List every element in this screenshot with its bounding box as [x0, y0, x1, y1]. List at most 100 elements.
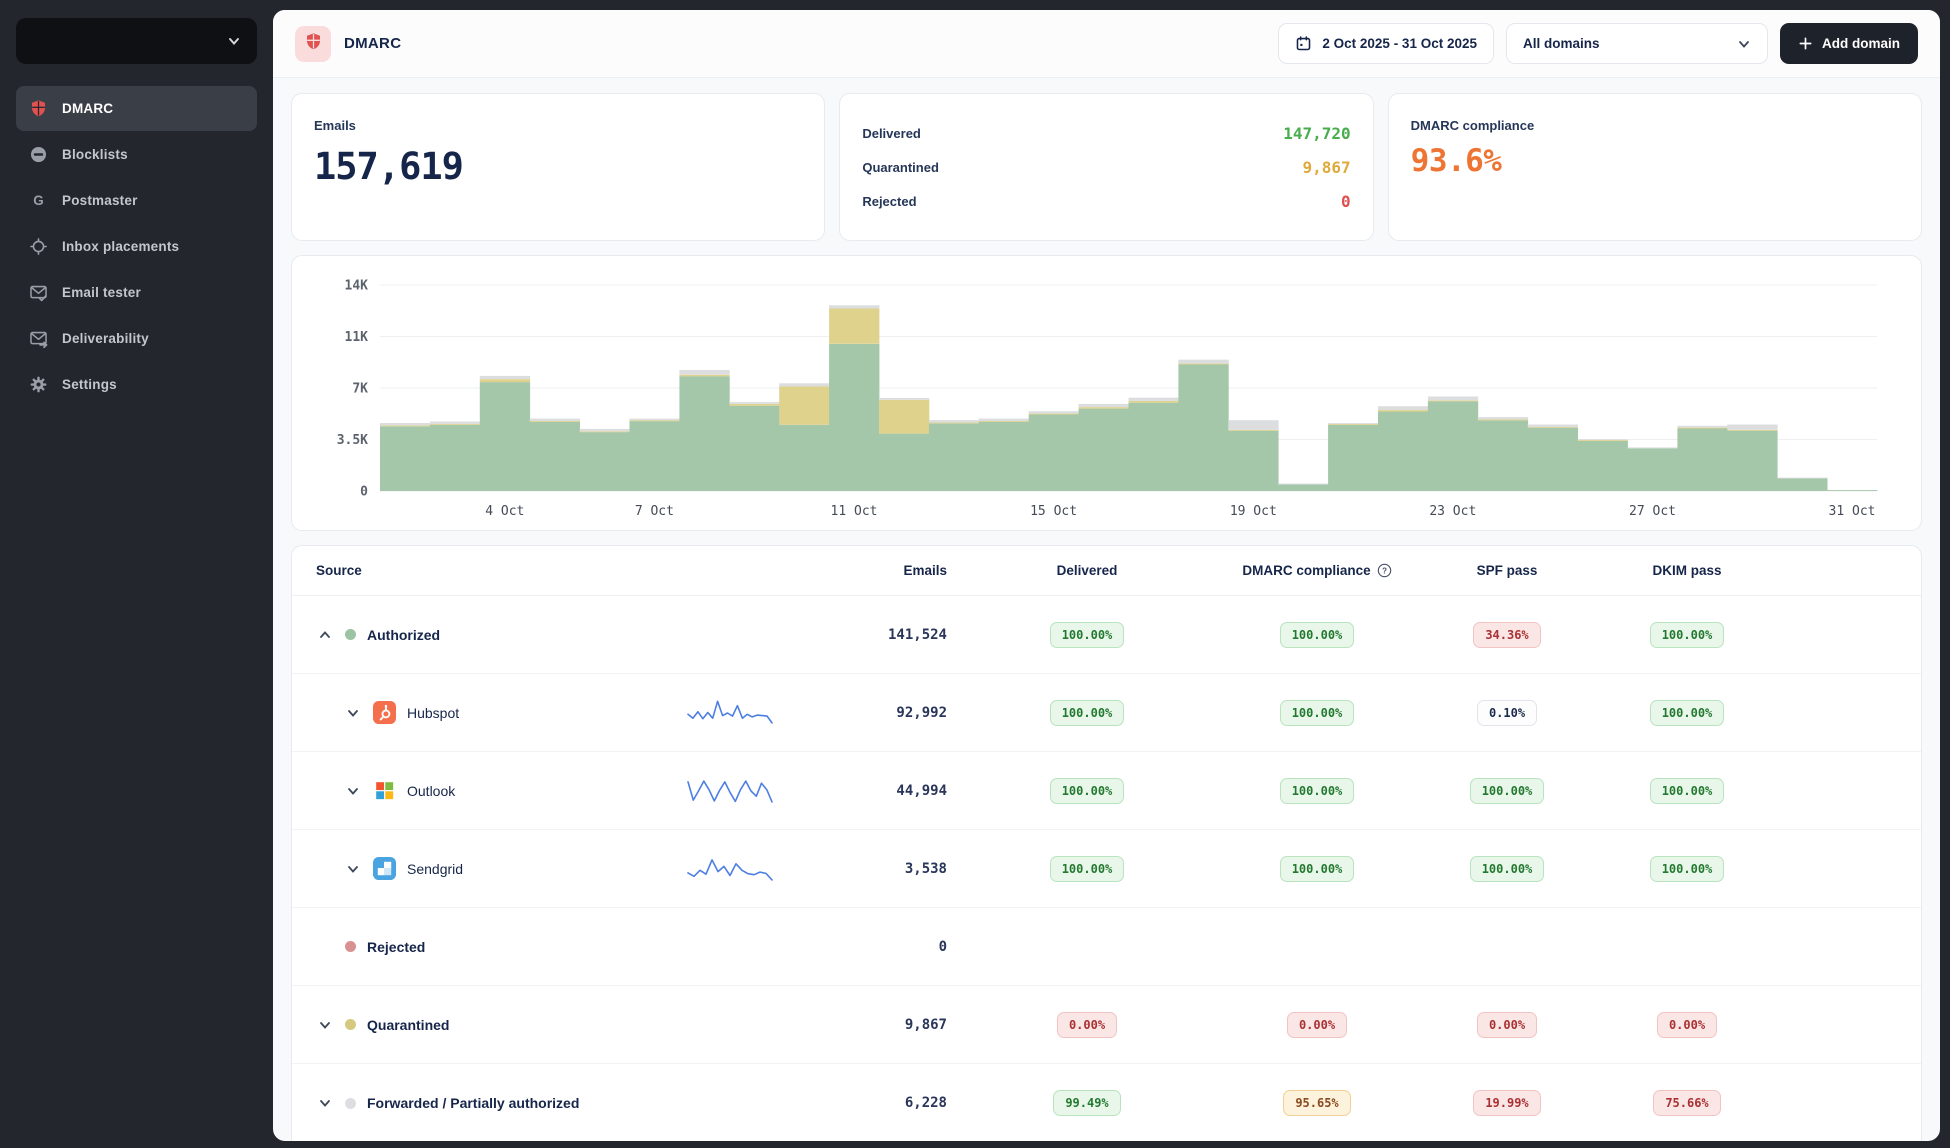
sidebar: DMARC Blocklists GPostmaster Inbox placemen…: [0, 0, 273, 1148]
svg-text:?: ?: [1382, 566, 1387, 575]
rejected-value: 0: [1341, 192, 1351, 211]
col-spf-pass: SPF pass: [1417, 563, 1597, 578]
svg-text:0: 0: [360, 485, 368, 500]
volume-chart-card: 03.5K7K11K14K4 Oct7 Oct11 Oct15 Oct19 Oc…: [291, 255, 1922, 531]
date-range-value: 2 Oct 2025 - 31 Oct 2025: [1322, 36, 1477, 51]
sources-table: Source Emails Delivered DMARC compliance…: [291, 545, 1922, 1141]
quarantined-status-dot: [345, 1019, 356, 1030]
delivered-badge: 0.00%: [1057, 1012, 1117, 1038]
sidebar-item-email-tester[interactable]: Email tester: [16, 270, 257, 315]
delivered-badge: 100.00%: [1050, 700, 1125, 726]
dmarc-compliance-badge: 100.00%: [1280, 856, 1355, 882]
source-name: Authorized: [367, 627, 440, 643]
svg-text:27 Oct: 27 Oct: [1629, 504, 1676, 519]
expand-chevron-down-icon[interactable]: [344, 782, 362, 800]
table-header-row: Source Emails Delivered DMARC compliance…: [292, 546, 1921, 596]
emails-value: 44,994: [797, 783, 957, 799]
dkim-pass-badge: 100.00%: [1650, 622, 1725, 648]
blocked-circle-icon: [28, 144, 49, 165]
dkim-pass-badge: 100.00%: [1650, 778, 1725, 804]
sidebar-item-deliverability[interactable]: Deliverability: [16, 316, 257, 361]
dmarc-shield-icon: [295, 26, 331, 62]
sparkline: [684, 773, 776, 809]
spf-pass-badge: 100.00%: [1470, 778, 1545, 804]
gear-icon: [28, 374, 49, 395]
sidebar-item-label: Blocklists: [62, 147, 128, 162]
dmarc-compliance-badge: 100.00%: [1280, 700, 1355, 726]
sidebar-item-inbox-placements[interactable]: Inbox placements: [16, 224, 257, 269]
authorized-status-dot: [345, 629, 356, 640]
collapse-chevron-up-icon[interactable]: [316, 626, 334, 644]
svg-text:19 Oct: 19 Oct: [1230, 504, 1277, 519]
svg-text:G: G: [33, 193, 44, 208]
table-row-quarantined[interactable]: Quarantined9,8670.00%0.00%0.00%0.00%: [292, 986, 1921, 1064]
expand-chevron-down-icon[interactable]: [344, 860, 362, 878]
table-row-hubspot[interactable]: Hubspot92,992100.00%100.00%0.10%100.00%: [292, 674, 1921, 752]
dkim-pass-badge: 75.66%: [1653, 1090, 1720, 1116]
delivery-breakdown-card: Delivered 147,720 Quarantined 9,867 Reje…: [839, 93, 1373, 241]
source-name: Sendgrid: [407, 861, 463, 877]
table-row-outlook[interactable]: Outlook44,994100.00%100.00%100.00%100.00…: [292, 752, 1921, 830]
chevron-down-icon: [227, 34, 241, 48]
sidebar-item-blocklists[interactable]: Blocklists: [16, 132, 257, 177]
breakdown-row-delivered: Delivered 147,720: [862, 124, 1350, 143]
page-title: DMARC: [344, 35, 401, 52]
compliance-value: 93.6%: [1411, 143, 1899, 179]
sidebar-item-postmaster[interactable]: GPostmaster: [16, 178, 257, 223]
chevron-down-icon: [1737, 37, 1751, 51]
sidebar-item-dmarc[interactable]: DMARC: [16, 86, 257, 131]
envelope-check-icon: [28, 282, 49, 303]
delivered-badge: 100.00%: [1050, 778, 1125, 804]
plus-icon: [1798, 36, 1813, 51]
svg-text:7K: 7K: [352, 382, 368, 397]
sidebar-item-label: Deliverability: [62, 331, 149, 346]
svg-text:7 Oct: 7 Oct: [635, 504, 674, 519]
table-row-forwarded-partially-authorized[interactable]: Forwarded / Partially authorized6,22899.…: [292, 1064, 1921, 1141]
domain-filter-select[interactable]: All domains: [1506, 23, 1768, 64]
dmarc-compliance-badge: 0.00%: [1287, 1012, 1347, 1038]
dkim-pass-badge: 0.00%: [1657, 1012, 1717, 1038]
col-emails: Emails: [797, 563, 957, 578]
dkim-pass-badge: 100.00%: [1650, 856, 1725, 882]
table-row-rejected: Rejected0: [292, 908, 1921, 986]
emails-value: 0: [797, 939, 957, 955]
sidebar-item-label: DMARC: [62, 101, 113, 116]
date-range-picker[interactable]: 2 Oct 2025 - 31 Oct 2025: [1278, 23, 1494, 64]
expand-chevron-down-icon[interactable]: [344, 704, 362, 722]
breakdown-row-rejected: Rejected 0: [862, 192, 1350, 211]
domain-filter-value: All domains: [1523, 36, 1600, 51]
delivered-badge: 100.00%: [1050, 856, 1125, 882]
dmarc-compliance-badge: 95.65%: [1283, 1090, 1350, 1116]
svg-text:14K: 14K: [345, 279, 369, 294]
sidebar-item-settings[interactable]: Settings: [16, 362, 257, 407]
sidebar-item-label: Inbox placements: [62, 239, 179, 254]
spf-pass-badge: 0.00%: [1477, 1012, 1537, 1038]
add-domain-button[interactable]: Add domain: [1780, 23, 1918, 64]
expand-chevron-down-icon[interactable]: [316, 1016, 334, 1034]
sparkline: [684, 695, 776, 731]
expand-chevron-down-icon[interactable]: [316, 1094, 334, 1112]
col-dmarc-compliance: DMARC compliance ?: [1217, 563, 1417, 578]
delivered-value: 147,720: [1283, 124, 1350, 143]
emails-label: Emails: [314, 118, 802, 133]
calendar-icon: [1295, 35, 1312, 52]
workspace-selector[interactable]: [16, 18, 257, 64]
svg-text:3.5K: 3.5K: [337, 433, 368, 448]
spf-pass-badge: 100.00%: [1470, 856, 1545, 882]
table-row-authorized[interactable]: Authorized141,524100.00%100.00%34.36%100…: [292, 596, 1921, 674]
compliance-stat-card: DMARC compliance 93.6%: [1388, 93, 1922, 241]
spf-pass-badge: 19.99%: [1473, 1090, 1540, 1116]
table-body: Authorized141,524100.00%100.00%34.36%100…: [292, 596, 1921, 1141]
quarantined-value: 9,867: [1302, 158, 1350, 177]
help-icon[interactable]: ?: [1377, 563, 1392, 578]
google-g-icon: G: [28, 190, 49, 211]
emails-value: 157,619: [314, 145, 802, 188]
svg-text:11K: 11K: [345, 330, 369, 345]
table-row-sendgrid[interactable]: Sendgrid3,538100.00%100.00%100.00%100.00…: [292, 830, 1921, 908]
col-dkim-pass: DKIM pass: [1597, 563, 1777, 578]
col-delivered: Delivered: [957, 563, 1217, 578]
main-panel: DMARC 2 Oct 2025 - 31 Oct 2025 All domai…: [273, 10, 1940, 1141]
sendgrid-icon: [373, 857, 396, 880]
sidebar-item-label: Settings: [62, 377, 117, 392]
hubspot-icon: [373, 701, 396, 724]
